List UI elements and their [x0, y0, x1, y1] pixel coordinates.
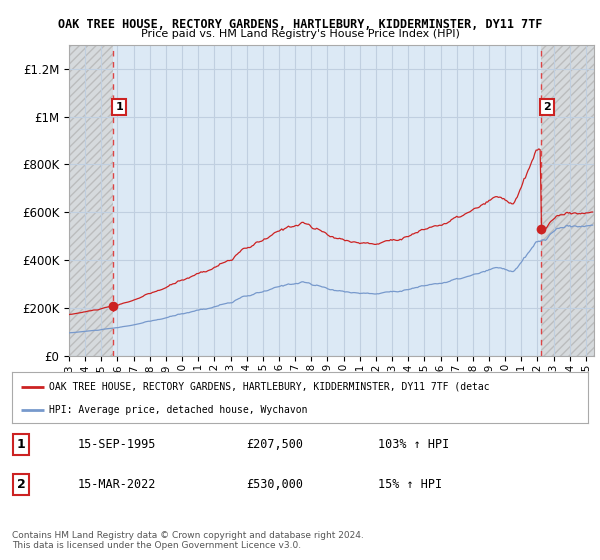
Text: £530,000: £530,000 — [246, 478, 303, 491]
Text: Contains HM Land Registry data © Crown copyright and database right 2024.
This d: Contains HM Land Registry data © Crown c… — [12, 531, 364, 550]
Text: 103% ↑ HPI: 103% ↑ HPI — [378, 438, 449, 451]
Text: £207,500: £207,500 — [246, 438, 303, 451]
Text: 2: 2 — [17, 478, 25, 491]
Text: HPI: Average price, detached house, Wychavon: HPI: Average price, detached house, Wych… — [49, 405, 308, 415]
Text: 2: 2 — [543, 102, 551, 112]
Text: 15% ↑ HPI: 15% ↑ HPI — [378, 478, 442, 491]
Text: 1: 1 — [115, 102, 123, 112]
Text: OAK TREE HOUSE, RECTORY GARDENS, HARTLEBURY, KIDDERMINSTER, DY11 7TF: OAK TREE HOUSE, RECTORY GARDENS, HARTLEB… — [58, 18, 542, 31]
Text: Price paid vs. HM Land Registry's House Price Index (HPI): Price paid vs. HM Land Registry's House … — [140, 29, 460, 39]
Text: 15-SEP-1995: 15-SEP-1995 — [78, 438, 157, 451]
Text: OAK TREE HOUSE, RECTORY GARDENS, HARTLEBURY, KIDDERMINSTER, DY11 7TF (detac: OAK TREE HOUSE, RECTORY GARDENS, HARTLEB… — [49, 381, 490, 391]
Text: 1: 1 — [17, 438, 25, 451]
Text: 15-MAR-2022: 15-MAR-2022 — [78, 478, 157, 491]
